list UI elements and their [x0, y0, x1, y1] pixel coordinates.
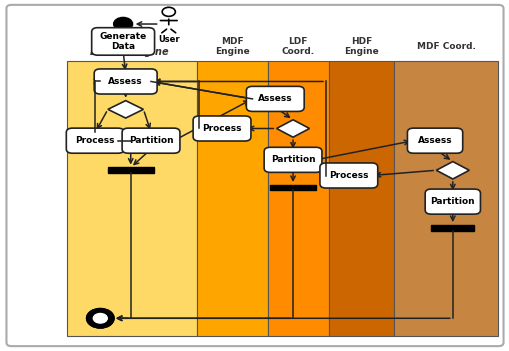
Polygon shape — [436, 161, 468, 179]
Bar — [431, 225, 473, 231]
Bar — [394, 61, 497, 336]
Bar — [108, 167, 153, 173]
Bar — [270, 185, 315, 191]
Text: MDF
Engine: MDF Engine — [214, 37, 249, 57]
Bar — [67, 61, 196, 336]
FancyBboxPatch shape — [122, 128, 180, 153]
Text: Partition: Partition — [270, 155, 315, 164]
Text: Assess: Assess — [417, 136, 451, 145]
FancyBboxPatch shape — [246, 86, 303, 111]
Text: Partition: Partition — [430, 197, 474, 206]
FancyBboxPatch shape — [94, 69, 157, 94]
Text: LDF
Coord.: LDF Coord. — [281, 37, 314, 57]
FancyBboxPatch shape — [193, 116, 250, 141]
Circle shape — [114, 18, 132, 30]
Text: Generate
Data: Generate Data — [99, 32, 147, 51]
Polygon shape — [108, 101, 143, 118]
Text: Partition: Partition — [128, 136, 173, 145]
Text: User: User — [158, 35, 179, 44]
Text: Process: Process — [75, 136, 115, 145]
Circle shape — [88, 310, 113, 327]
FancyBboxPatch shape — [66, 128, 124, 153]
FancyBboxPatch shape — [319, 163, 377, 188]
Text: MDF Coord.: MDF Coord. — [416, 42, 475, 51]
Text: Assess: Assess — [108, 77, 143, 86]
Circle shape — [93, 313, 107, 323]
Text: LDF: LDF — [90, 47, 110, 57]
Bar — [267, 61, 328, 336]
FancyBboxPatch shape — [264, 147, 321, 172]
FancyBboxPatch shape — [425, 189, 479, 214]
Bar — [328, 61, 394, 336]
Text: Process: Process — [202, 124, 241, 133]
Bar — [196, 61, 267, 336]
FancyBboxPatch shape — [92, 28, 154, 55]
Text: HDF
Engine: HDF Engine — [344, 37, 378, 57]
Text: Process: Process — [328, 171, 368, 180]
FancyBboxPatch shape — [7, 5, 502, 346]
Text: Assess: Assess — [258, 94, 292, 104]
Text: Engine: Engine — [132, 47, 169, 57]
FancyBboxPatch shape — [407, 128, 462, 153]
Polygon shape — [276, 120, 309, 137]
